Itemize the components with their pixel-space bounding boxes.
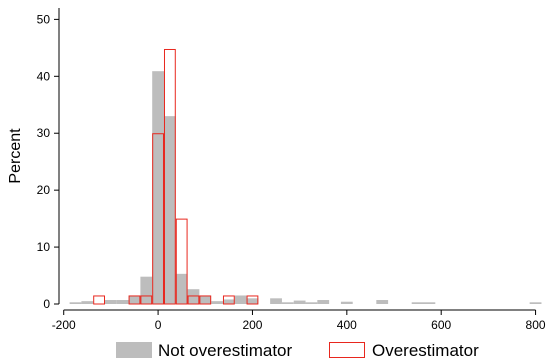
y-tick-label: 20 [37, 183, 51, 197]
bar-not-overestimator-22 [411, 302, 424, 304]
bar-not-overestimator-4 [128, 295, 141, 304]
bar-not-overestimator-16 [281, 302, 294, 304]
x-tick-label: 0 [155, 318, 162, 332]
bar-overestimator-3 [152, 133, 164, 305]
y-tick-label: 40 [37, 69, 51, 83]
bar-not-overestimator-15 [270, 298, 282, 304]
x-axis: -200 0 200 400 600 800 [52, 309, 546, 332]
bar-not-overestimator-13 [234, 295, 247, 304]
y-axis: 0 10 20 30 40 50 Percent [7, 8, 60, 311]
bar-overestimator-9 [246, 295, 259, 305]
bar-not-overestimator-23 [423, 302, 436, 304]
bar-not-overestimator-20 [340, 301, 353, 304]
bar-overestimator-2 [140, 295, 153, 305]
bar-overestimator-7 [199, 295, 212, 305]
series-not-overestimator [69, 71, 542, 305]
bar-not-overestimator-6 [152, 71, 164, 304]
y-tick-label: 0 [43, 297, 50, 311]
bar-overestimator-0 [93, 295, 106, 305]
bar-not-overestimator-8 [175, 273, 188, 304]
bar-overestimator-6 [187, 295, 200, 305]
bar-overestimator-8 [222, 295, 235, 305]
legend-swatch-not-overestimator [116, 342, 152, 358]
bar-not-overestimator-17 [293, 300, 306, 304]
x-axis-ticks: -200 0 200 400 600 800 [52, 310, 546, 332]
legend: Not overestimator Overestimator [116, 341, 479, 360]
y-tick-label: 30 [37, 126, 51, 140]
x-tick-label: 200 [242, 318, 262, 332]
bar-not-overestimator-9 [187, 289, 200, 304]
x-tick-label: 800 [526, 318, 546, 332]
bar-not-overestimator-21 [376, 300, 389, 304]
bar-not-overestimator-24 [529, 302, 542, 304]
bar-not-overestimator-0 [69, 302, 82, 304]
bar-not-overestimator-18 [305, 302, 318, 304]
y-axis-title: Percent [7, 128, 24, 184]
y-tick-label: 10 [37, 240, 51, 254]
y-axis-ticks: 0 10 20 30 40 50 [37, 12, 59, 311]
x-tick-label: 600 [431, 318, 451, 332]
x-tick-label: -200 [52, 318, 76, 332]
bar-not-overestimator-1 [81, 301, 94, 304]
bar-not-overestimator-7 [163, 116, 176, 305]
legend-label-not-overestimator: Not overestimator [158, 341, 292, 360]
y-tick-label: 50 [37, 12, 51, 26]
bar-not-overestimator-11 [211, 301, 223, 304]
legend-swatch-overestimator [329, 342, 365, 358]
bar-not-overestimator-19 [317, 300, 330, 304]
bar-not-overestimator-3 [116, 300, 129, 304]
legend-label-overestimator: Overestimator [372, 341, 479, 360]
bar-overestimator-1 [128, 295, 141, 305]
bar-not-overestimator-10 [199, 295, 212, 304]
plot-area [69, 48, 542, 305]
x-tick-label: 400 [337, 318, 357, 332]
bar-not-overestimator-12 [222, 299, 235, 304]
bar-overestimator-5 [175, 218, 188, 305]
bar-not-overestimator-14 [246, 298, 259, 304]
bar-not-overestimator-5 [140, 276, 153, 304]
series-overestimator [93, 48, 259, 305]
bar-not-overestimator-2 [105, 300, 117, 304]
bar-overestimator-4 [163, 48, 176, 305]
